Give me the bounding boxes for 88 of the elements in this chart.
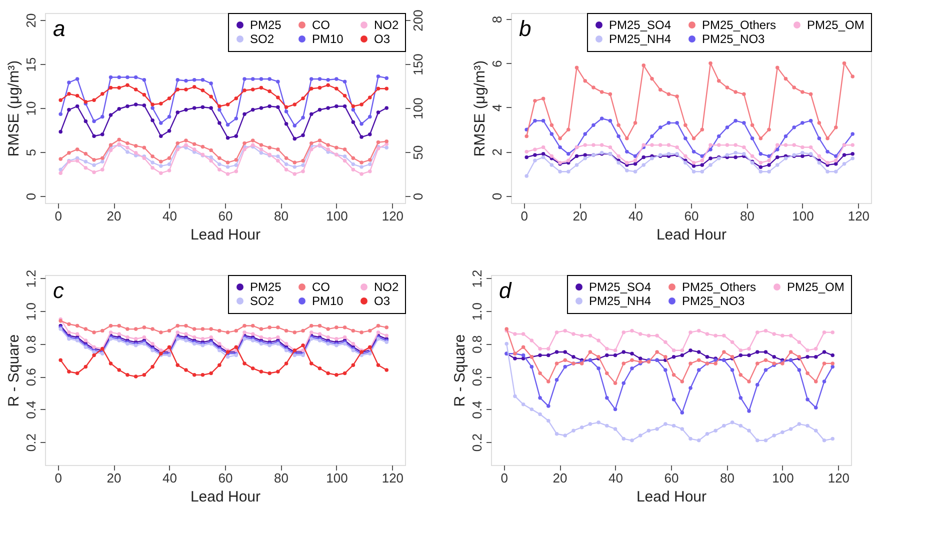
legend-label: PM25_Others [702,18,776,32]
x-tick-label: 0 [54,470,62,486]
y-tick-label: 2 [490,148,504,156]
x-tick-label: 120 [828,470,850,486]
legend-label: CO [312,280,330,294]
x-tick-label: 60 [664,470,679,486]
x-tick-label: 80 [274,208,288,224]
legend-label: SO2 [250,32,274,46]
y-tick-label: 5 [24,148,38,156]
x-tick-label: 40 [162,470,178,486]
legend-label: PM10 [312,294,344,308]
y-axis-title: RMSE (μg/m³) [6,60,22,157]
y-tick-label: 8 [490,16,504,24]
y-tick-label: 0.6 [470,368,484,386]
y-tick-label: 6 [490,60,504,68]
x-axis-title: Lead Hour [190,488,261,506]
x-tick-label: 80 [720,470,734,486]
x-tick-label: 100 [326,208,348,224]
y-tick-label: 1.2 [470,270,484,288]
y-tick-label: 10 [24,101,38,116]
x-tick-label: 0 [520,208,528,224]
x-tick-label: 120 [382,470,404,486]
y-tick-label: 1.0 [470,302,484,321]
x-tick-label: 20 [552,470,568,486]
y2-tick-label: 0 [410,192,426,200]
x-axis-title: Lead Hour [656,226,727,244]
y-tick-label: 0.4 [24,400,38,419]
legend-label: NO2 [374,280,399,294]
annotation: d [499,278,512,303]
legend-label: PM25_Others [682,280,756,294]
legend-label: PM25_SO4 [589,280,652,294]
y2-tick-label: 50 [410,145,426,160]
y-tick-label: 0 [24,192,38,200]
legend-label: O3 [374,294,390,308]
y2-tick-label: 200 [410,10,426,32]
legend-label: SO2 [250,294,274,308]
y-tick-label: 0.2 [24,434,38,452]
y-tick-label: 0.8 [470,335,484,354]
x-tick-label: 20 [106,470,122,486]
x-tick-label: 120 [382,208,404,224]
legend-label: PM25_NO3 [702,32,766,46]
x-tick-label: 40 [608,470,624,486]
x-tick-label: 80 [274,470,288,486]
x-tick-label: 120 [848,208,870,224]
legend-label: CO [312,18,330,32]
x-tick-label: 60 [218,470,233,486]
x-tick-label: 40 [628,208,644,224]
y-tick-label: 0.2 [470,434,484,452]
y-axis-title: R - Square [6,334,22,407]
annotation: b [519,16,532,41]
legend-label: PM25_SO4 [609,18,672,32]
x-tick-label: 100 [326,470,348,486]
legend-label: PM25_NH4 [609,32,672,46]
y-tick-label: 0.6 [24,368,38,386]
x-axis-title: Lead Hour [636,488,707,506]
y-tick-label: 0.4 [470,400,484,419]
x-tick-label: 100 [792,208,814,224]
y-axis-title: R - Square [452,334,468,407]
y-tick-label: 4 [490,104,504,112]
x-tick-label: 60 [218,208,233,224]
x-tick-label: 20 [572,208,588,224]
y-tick-label: 1.0 [24,302,38,321]
y-tick-label: 1.2 [24,270,38,288]
y2-tick-label: 100 [410,98,426,120]
y-tick-label: 0 [490,192,504,200]
annotation: c [53,278,64,303]
x-tick-label: 100 [772,470,794,486]
legend-label: PM25_NH4 [589,294,652,308]
y-axis-title: RMSE (μg/m³) [472,60,488,157]
x-tick-label: 0 [54,208,62,224]
legend-label: PM25 [250,280,282,294]
x-axis-title: Lead Hour [190,226,261,244]
x-tick-label: 40 [162,208,178,224]
x-tick-label: 80 [740,208,754,224]
legend-label: O3 [374,32,390,46]
legend-label: PM25_OM [787,280,844,294]
legend-label: PM25_NO3 [682,294,746,308]
legend-label: PM25 [250,18,282,32]
legend-label: NO2 [374,18,399,32]
y-tick-label: 20 [24,13,38,28]
y-tick-label: 0.8 [24,335,38,354]
annotation: a [53,16,66,41]
x-tick-label: 20 [106,208,122,224]
legend-label: PM25_OM [807,18,864,32]
x-tick-label: 60 [684,208,699,224]
legend-label: PM10 [312,32,344,46]
y-tick-label: 15 [24,57,38,72]
y2-tick-label: 150 [410,54,426,76]
